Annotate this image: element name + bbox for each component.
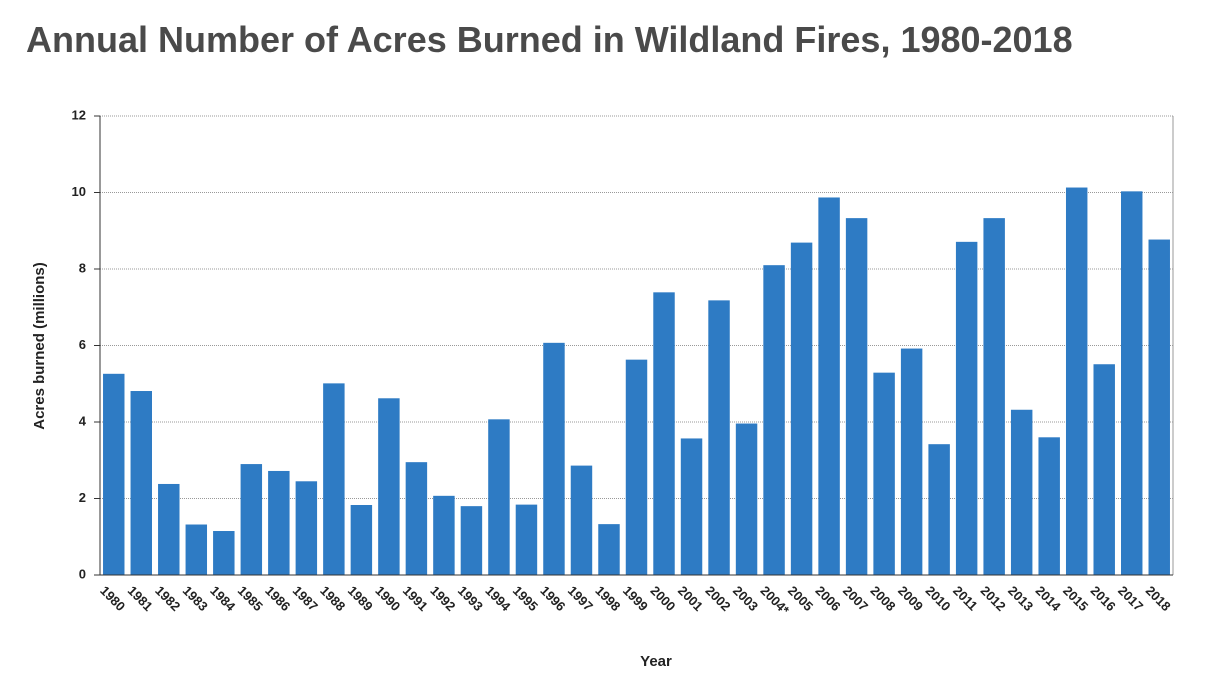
bar xyxy=(983,218,1005,575)
y-tick-label: 2 xyxy=(79,490,86,505)
x-tick-label: 2007 xyxy=(840,583,871,614)
bar xyxy=(405,462,428,575)
x-tick-label: 1986 xyxy=(262,583,293,614)
chart-title: Annual Number of Acres Burned in Wildlan… xyxy=(26,19,1073,60)
bar xyxy=(158,483,180,575)
x-tick-label: 1982 xyxy=(152,583,183,614)
x-tick-label: 1987 xyxy=(290,583,321,614)
x-tick-label: 2003 xyxy=(730,583,761,614)
x-tick-label: 1996 xyxy=(537,583,568,614)
x-tick-label: 2015 xyxy=(1060,583,1091,614)
x-tick-label: 2017 xyxy=(1115,583,1146,614)
x-tick-label: 2013 xyxy=(1005,583,1036,614)
y-tick-label: 0 xyxy=(79,566,86,581)
bar xyxy=(350,505,373,575)
x-tick-label: 2008 xyxy=(868,583,899,614)
bar xyxy=(1093,364,1115,575)
bar xyxy=(543,342,565,575)
x-tick-label: 2006 xyxy=(813,583,844,614)
x-tick-label: 1992 xyxy=(427,583,458,614)
x-tick-label: 1989 xyxy=(345,583,376,614)
bar xyxy=(240,464,263,575)
bar xyxy=(570,465,593,575)
x-tick-label: 2011 xyxy=(950,583,981,614)
bar xyxy=(680,438,703,575)
x-tick-label: 1981 xyxy=(125,583,156,614)
y-tick-label: 10 xyxy=(72,184,86,199)
bar xyxy=(488,419,510,575)
bar xyxy=(213,531,235,575)
x-tick-label: 1995 xyxy=(510,583,541,614)
x-tick-label: 2009 xyxy=(895,583,926,614)
bar xyxy=(185,524,208,575)
x-tick-label: 2014 xyxy=(1033,583,1065,615)
bar xyxy=(625,359,648,575)
x-tick-label: 2016 xyxy=(1088,583,1119,614)
x-tick-label: 2018 xyxy=(1143,583,1174,614)
bar xyxy=(708,300,730,575)
x-tick-label: 1985 xyxy=(235,583,266,614)
bar xyxy=(268,470,290,575)
x-tick-label: 1991 xyxy=(400,583,431,614)
x-tick-label: 2012 xyxy=(978,583,1009,614)
x-tick-label: 1984 xyxy=(207,583,239,615)
bar xyxy=(1010,409,1033,575)
bar xyxy=(323,383,345,575)
y-tick-label: 8 xyxy=(79,260,86,275)
bar xyxy=(845,218,868,575)
x-tick-label: 1993 xyxy=(455,583,486,614)
bar xyxy=(1148,239,1170,576)
bar xyxy=(295,481,318,575)
bar xyxy=(433,495,455,575)
bar xyxy=(873,372,895,575)
x-tick-label: 1997 xyxy=(565,583,596,614)
bar xyxy=(790,242,813,576)
bar xyxy=(763,265,785,575)
bar xyxy=(653,292,675,575)
bar xyxy=(130,391,152,575)
x-tick-label: 2001 xyxy=(675,583,706,614)
bar xyxy=(515,504,538,575)
x-tick-label: 1998 xyxy=(592,583,623,614)
x-tick-label: 1994 xyxy=(482,583,514,615)
x-tick-label: 1980 xyxy=(97,583,128,614)
x-axis-title: Year xyxy=(640,653,672,670)
bar xyxy=(900,348,923,575)
x-tick-label: 1988 xyxy=(317,583,348,614)
x-tick-label: 1999 xyxy=(620,583,651,614)
bar xyxy=(955,241,978,575)
bar xyxy=(928,444,950,575)
bar xyxy=(735,423,758,575)
y-tick-label: 6 xyxy=(79,337,86,352)
bar xyxy=(460,506,483,575)
x-tick-label: 2002 xyxy=(702,583,733,614)
y-tick-label: 12 xyxy=(72,107,86,122)
bar xyxy=(1065,187,1088,575)
y-tick-label: 4 xyxy=(79,413,87,428)
bar xyxy=(598,524,620,575)
bar xyxy=(378,398,400,575)
bar xyxy=(103,373,125,575)
x-tick-label: 2010 xyxy=(923,583,954,614)
x-tick-label: 2004* xyxy=(758,583,793,618)
x-tick-label: 1990 xyxy=(372,583,403,614)
bar xyxy=(818,197,840,575)
x-tick-label: 1983 xyxy=(180,583,211,614)
y-axis-title: Acres burned (millions) xyxy=(31,262,48,430)
bar xyxy=(1038,437,1060,575)
x-tick-label: 2000 xyxy=(647,583,678,614)
bar xyxy=(1121,191,1143,576)
